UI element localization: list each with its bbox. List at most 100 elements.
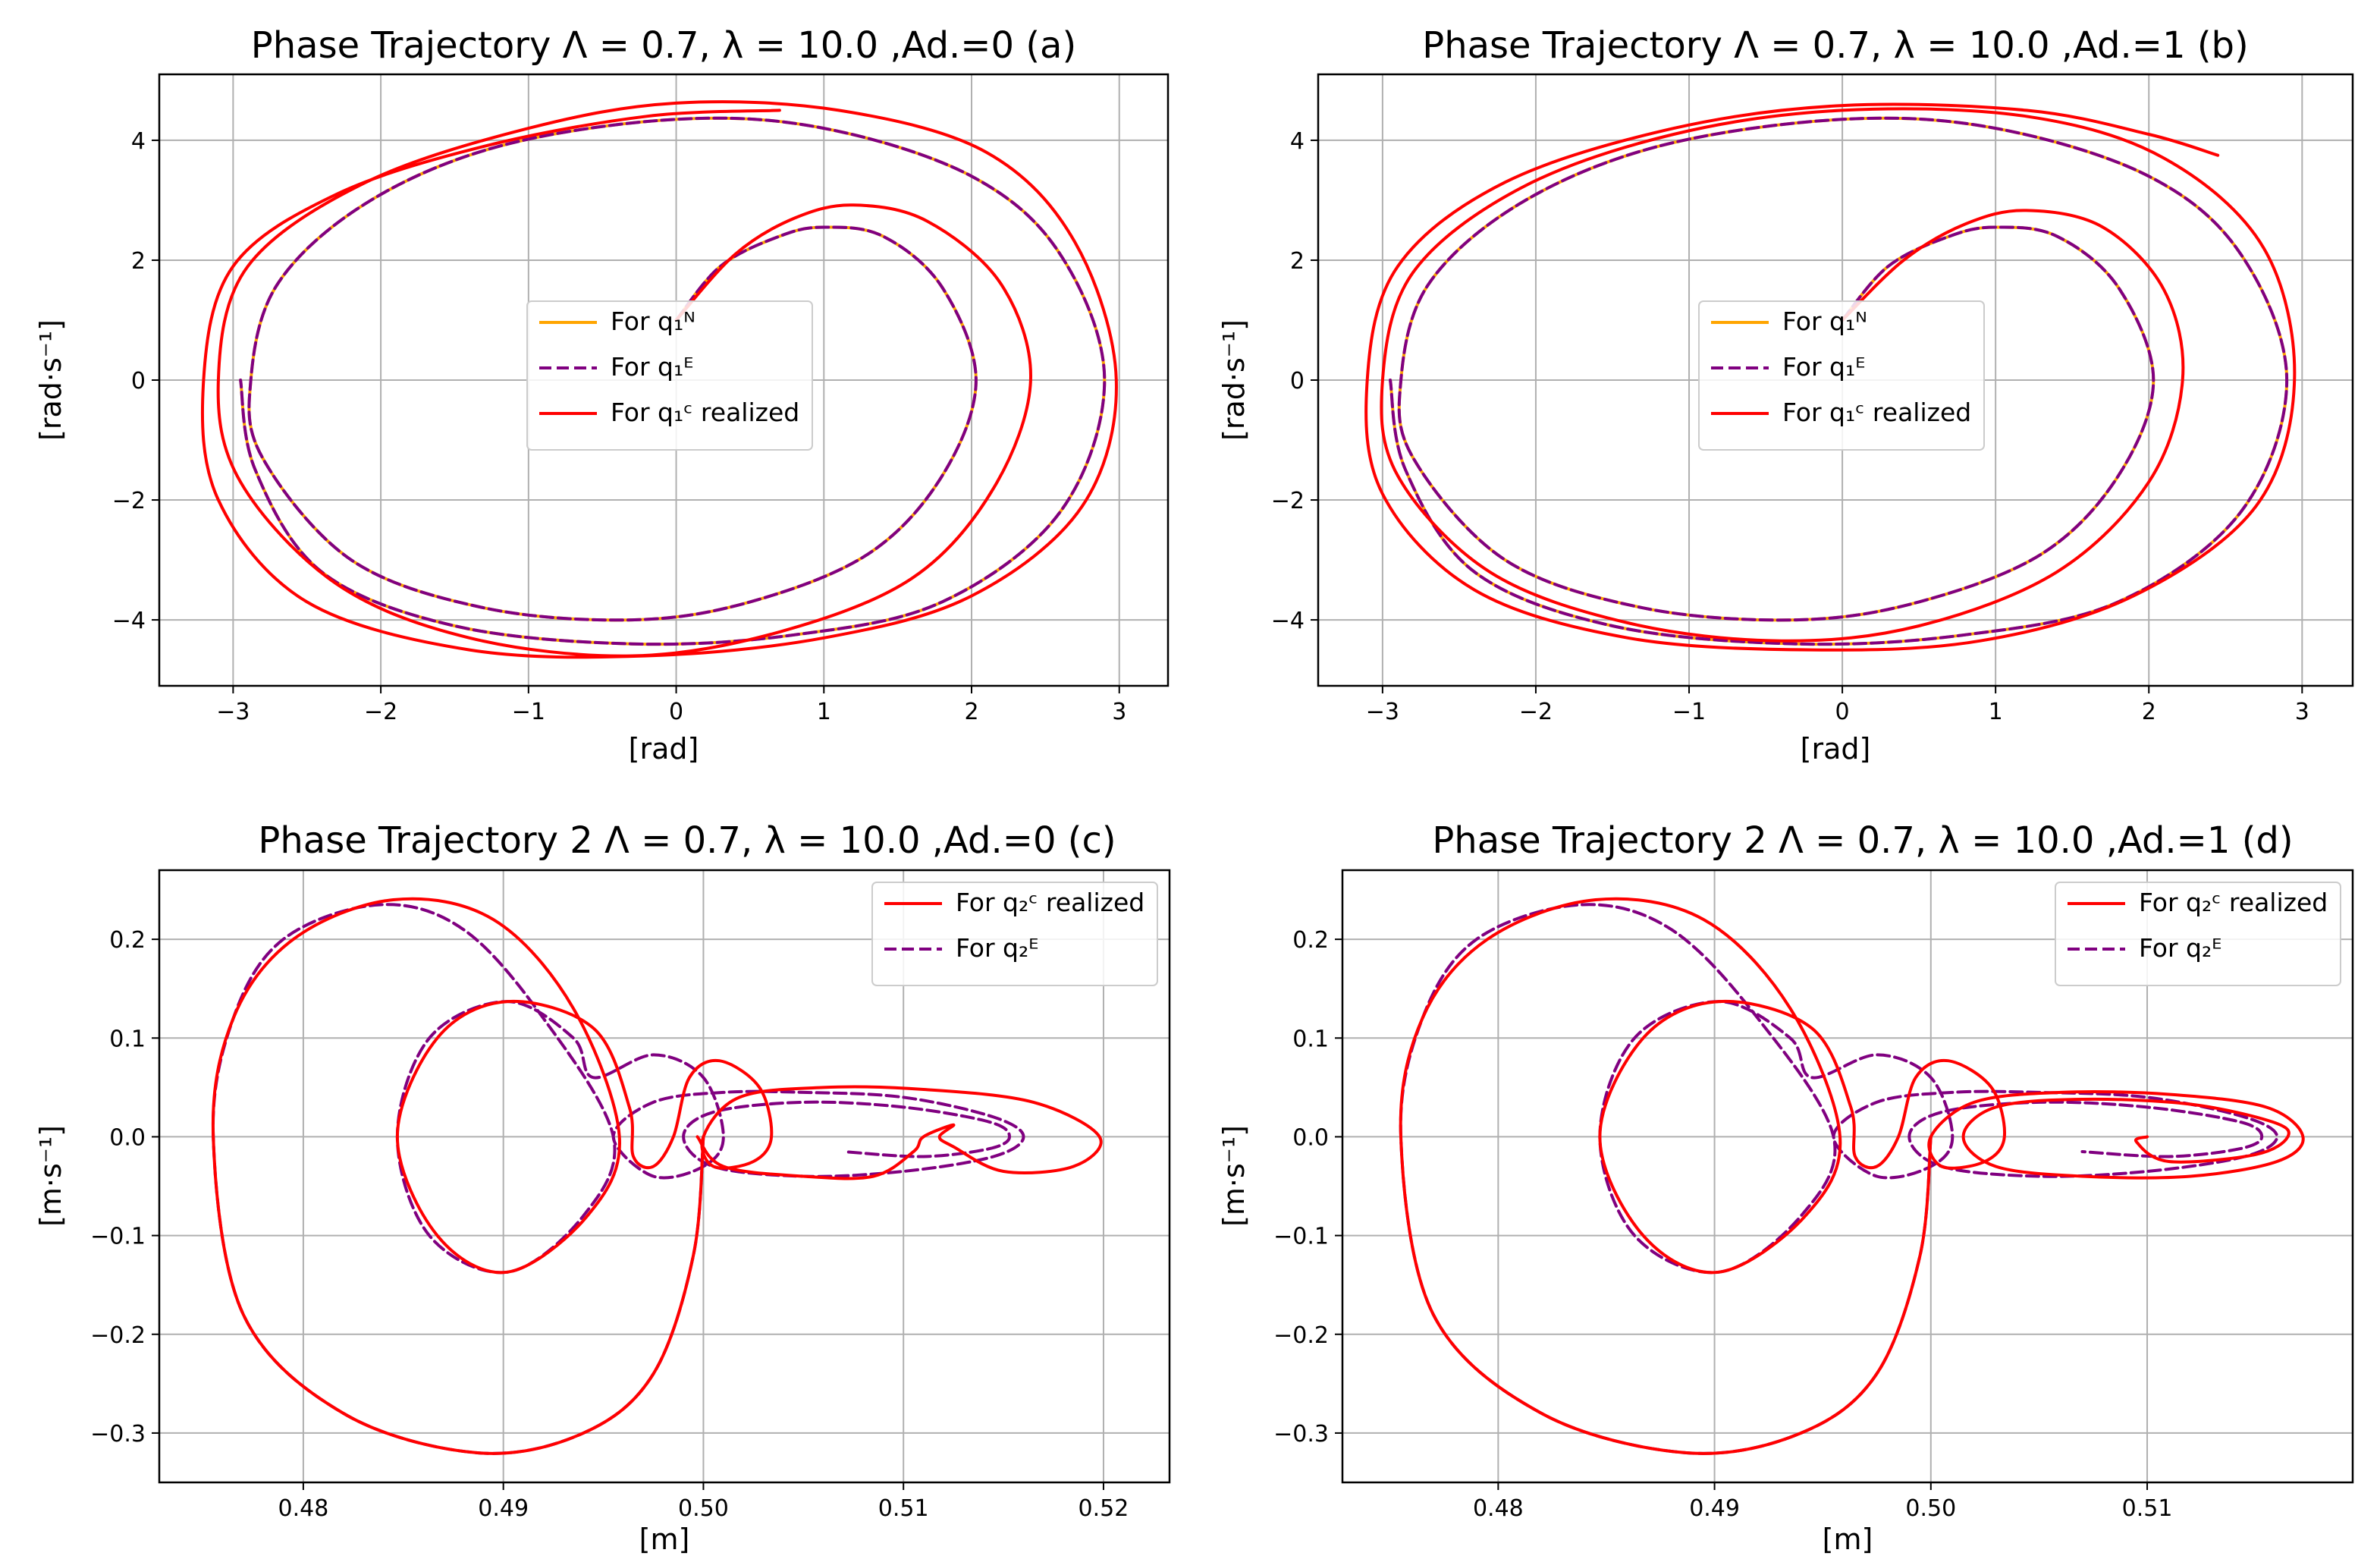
panel-d-ytick-label-5: 0.2 [1292,927,1329,954]
panel-a-series-2-line [200,100,1118,659]
panel-b-xtick-label-0: −3 [1366,699,1399,725]
panel-d-tag: (d) [2242,819,2294,862]
panel-c-axes-frame [158,869,1171,1484]
panel-b-legend-label-1: For q₁ᴱ [1782,352,1865,382]
panel-b: Phase Trajectory Λ = 0.7, λ = 10.0 ,Ad.=… [1217,24,2354,765]
panel-a-legend-label-1: For q₁ᴱ [611,352,693,382]
panel-d-ytick-label-0: −0.3 [1273,1421,1329,1448]
panel-a-legend-label-2: For q₁ᶜ realized [611,398,799,427]
panel-d-legend-box [2055,882,2341,986]
panel-a-xtick-label-3: 0 [669,699,683,725]
panel-a-axes-frame [158,73,1170,687]
panel-c-ytick-label-4: 0.1 [109,1026,146,1052]
panel-d-plot-area [1399,897,2305,1455]
panel-b-legend: For q₁ᴺ For q₁ᴱ For q₁ᶜ realized [1698,300,1985,451]
panel-b-ylabel: [rad·s⁻¹] [1217,319,1251,441]
panel-c: Phase Trajectory 2 Λ = 0.7, λ = 10.0 ,Ad… [34,819,1171,1556]
panel-b-ytick-label-1: −2 [1271,488,1305,514]
panel-c-ytick-label-1: −0.2 [90,1322,146,1349]
panel-c-legend-label-0: For q₂ᶜ realized [956,888,1144,917]
panel-c-tag: (c) [1068,819,1116,862]
panel-d-ytick-label-2: −0.1 [1273,1224,1329,1250]
panel-a-xtick-label-1: −2 [364,699,397,725]
panel-c-grid [159,870,1170,1482]
panel-a-ticks: −3 −2 −1 0 1 2 3 −4 −2 0 2 4 [112,128,1127,725]
panel-b-title: Phase Trajectory Λ = 0.7, λ = 10.0 ,Ad.=… [1422,24,2248,67]
panel-d-xtick-label-3: 0.51 [2122,1495,2173,1522]
panel-c-ytick-label-5: 0.2 [109,927,146,954]
panel-d: Phase Trajectory 2 Λ = 0.7, λ = 10.0 ,Ad… [1217,819,2354,1556]
panel-c-ytick-label-3: 0.0 [109,1124,146,1151]
panel-d-ylabel: [m·s⁻¹] [1217,1125,1251,1227]
panel-a-legend: For q₁ᴺ For q₁ᴱ For q₁ᶜ realized [526,300,813,451]
panel-b-tag: (b) [2197,24,2249,67]
panel-a-ytick-label-2: 0 [131,368,146,395]
panel-c-xtick-label-3: 0.51 [878,1495,929,1522]
panel-b-ytick-label-3: 2 [1290,248,1305,275]
panel-c-title-params: Λ = 0.7, λ = 10.0 ,Ad.=0 [604,819,1056,862]
panel-d-xtick-label-2: 0.50 [1905,1495,1956,1522]
panel-d-legend-label-1: For q₂ᴱ [2139,933,2221,963]
panel-b-ytick-label-4: 4 [1290,128,1305,155]
panel-b-ytick-label-0: −4 [1271,608,1305,634]
panel-c-series-1-line [211,897,1103,1455]
panel-b-legend-box [1698,300,1985,451]
panel-a-title-params: Λ = 0.7, λ = 10.0 ,Ad.=0 [563,24,1014,67]
panel-d-series-0-line [1399,903,2279,1455]
panel-b-xlabel: [rad] [1801,732,1871,765]
panel-b-xtick-label-1: −2 [1519,699,1553,725]
panel-c-ylabel: [m·s⁻¹] [34,1125,68,1227]
panel-c-ticks: 0.48 0.49 0.50 0.51 0.52 −0.3 −0.2 −0.1 0.0 0.1 0.… [90,927,1129,1522]
panel-d-xtick-label-0: 0.48 [1473,1495,1524,1522]
panel-a: Phase Trajectory Λ = 0.7, λ = 10.0 ,Ad.=… [34,24,1170,765]
panel-d-ytick-label-4: 0.1 [1292,1026,1329,1052]
panel-b-legend-label-0: For q₁ᴺ [1782,306,1867,336]
panel-b-ytick-label-2: 0 [1290,368,1305,395]
panel-d-legend-label-0: For q₂ᶜ realized [2139,888,2328,917]
panel-a-ylabel: [rad·s⁻¹] [34,319,68,441]
panel-c-legend-box [871,882,1158,986]
panel-b-xtick-label-2: −1 [1672,699,1706,725]
panel-b-series-1-line [1389,116,2289,646]
panel-c-xtick-label-4: 0.52 [1079,1495,1129,1522]
panel-d-series-1-line [1399,897,2305,1455]
panel-a-tag: (a) [1025,24,1076,67]
panel-a-ytick-label-0: −4 [112,608,146,634]
panel-d-axes-frame [1341,869,2354,1484]
panel-d-legend: For q₂ᶜ realized For q₂ᴱ [2055,882,2341,986]
panel-a-ytick-label-1: −2 [112,488,146,514]
panel-b-title-params: Λ = 0.7, λ = 10.0 ,Ad.=1 [1734,24,2185,67]
panel-a-xtick-label-2: −1 [512,699,545,725]
panel-a-ytick-label-4: 4 [131,128,146,155]
panel-c-ytick-label-2: −0.1 [90,1224,146,1250]
panel-b-plot-area [1364,102,2297,652]
panel-c-xlabel: [m] [639,1523,690,1556]
panel-d-ytick-label-1: −0.2 [1273,1322,1329,1349]
panel-d-ytick-label-3: 0.0 [1292,1124,1329,1151]
panel-d-title-prefix: Phase Trajectory 2 [1432,819,1779,862]
panel-b-series-2-line [1364,102,2297,652]
panel-d-ticks: 0.48 0.49 0.50 0.51 −0.3 −0.2 −0.1 0.0 0.1 0.2 [1273,927,2172,1522]
panel-a-xlabel: [rad] [629,732,699,765]
panel-c-legend-label-1: For q₂ᴱ [956,933,1038,963]
panel-c-title-prefix: Phase Trajectory 2 [258,819,604,862]
panel-c-xtick-label-0: 0.48 [278,1495,329,1522]
panel-b-xtick-label-4: 1 [1989,699,2003,725]
panel-c-xtick-label-1: 0.49 [478,1495,529,1522]
panel-b-xtick-label-6: 3 [2295,699,2309,725]
panel-d-xlabel: [m] [1823,1523,1873,1556]
panel-a-xtick-label-6: 3 [1112,699,1126,725]
panel-b-legend-label-2: For q₁ᶜ realized [1782,398,1971,427]
panel-b-ticks: −3 −2 −1 0 1 2 3 −4 −2 0 2 4 [1271,128,2309,725]
panel-a-ytick-label-3: 2 [131,248,146,275]
panel-d-title-params: Λ = 0.7, λ = 10.0 ,Ad.=1 [1779,819,2230,862]
panel-b-axes-frame [1317,73,2354,687]
panel-a-legend-label-0: For q₁ᴺ [611,306,695,336]
panel-a-xtick-label-4: 1 [817,699,831,725]
panel-a-xtick-label-0: −3 [216,699,250,725]
panel-a-xtick-label-5: 2 [964,699,978,725]
panel-c-xtick-label-2: 0.50 [678,1495,729,1522]
panel-b-xtick-label-3: 0 [1835,699,1850,725]
panel-a-title: Phase Trajectory Λ = 0.7, λ = 10.0 ,Ad.=… [251,24,1076,67]
